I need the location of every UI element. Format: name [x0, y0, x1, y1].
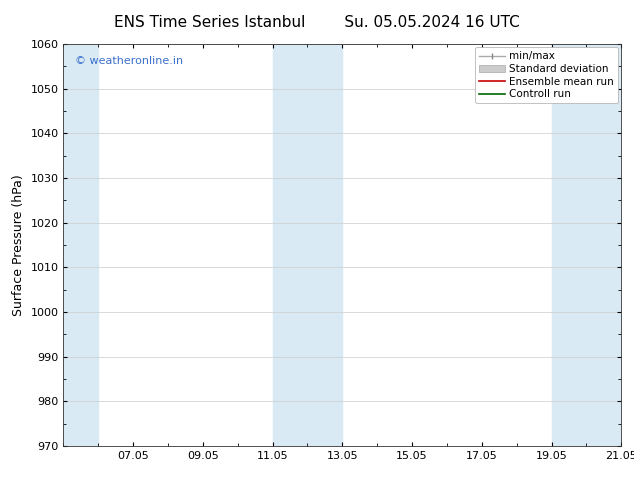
Bar — [273, 44, 342, 446]
Bar — [552, 44, 621, 446]
Legend: min/max, Standard deviation, Ensemble mean run, Controll run: min/max, Standard deviation, Ensemble me… — [475, 47, 618, 103]
Y-axis label: Surface Pressure (hPa): Surface Pressure (hPa) — [12, 174, 25, 316]
Text: © weatheronline.in: © weatheronline.in — [75, 56, 183, 66]
Bar — [63, 44, 98, 446]
Text: ENS Time Series Istanbul        Su. 05.05.2024 16 UTC: ENS Time Series Istanbul Su. 05.05.2024 … — [114, 15, 520, 30]
